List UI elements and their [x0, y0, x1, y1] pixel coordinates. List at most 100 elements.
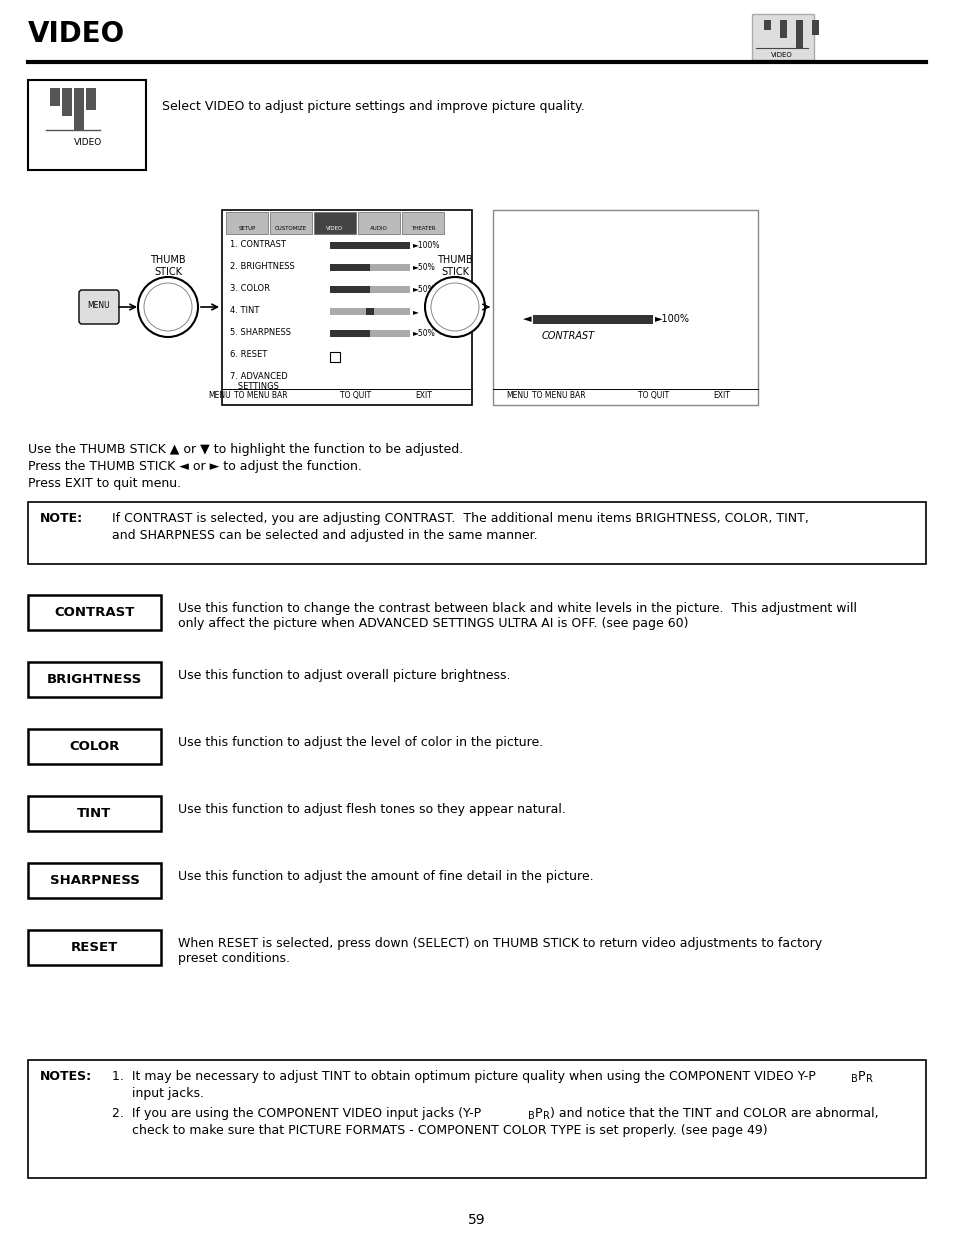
Bar — [330, 242, 410, 249]
Text: 1.  It may be necessary to adjust TINT to obtain optimum picture quality when us: 1. It may be necessary to adjust TINT to… — [112, 1070, 815, 1083]
Text: Use this function to adjust overall picture brightness.: Use this function to adjust overall pict… — [178, 669, 510, 682]
Circle shape — [138, 277, 198, 337]
Bar — [330, 287, 410, 293]
Bar — [357, 212, 399, 233]
Text: THUMB
STICK: THUMB STICK — [436, 254, 473, 277]
Bar — [763, 20, 770, 30]
Bar — [226, 212, 268, 233]
Text: If CONTRAST is selected, you are adjusting CONTRAST.  The additional menu items : If CONTRAST is selected, you are adjusti… — [112, 513, 808, 525]
Text: 2. BRIGHTNESS: 2. BRIGHTNESS — [230, 262, 294, 270]
Text: B: B — [527, 1112, 535, 1121]
Text: VIDEO: VIDEO — [326, 226, 343, 231]
Text: CONTRAST: CONTRAST — [540, 331, 594, 341]
Bar — [330, 264, 370, 270]
Text: Press the THUMB STICK ◄ or ► to adjust the function.: Press the THUMB STICK ◄ or ► to adjust t… — [28, 459, 361, 473]
Bar — [330, 308, 410, 315]
Bar — [366, 308, 374, 315]
Text: P: P — [535, 1107, 542, 1120]
Text: TINT: TINT — [77, 806, 112, 820]
Bar — [74, 88, 84, 130]
Bar — [780, 20, 786, 38]
Text: TO MENU BAR: TO MENU BAR — [532, 391, 585, 400]
Text: Use this function to adjust the level of color in the picture.: Use this function to adjust the level of… — [178, 736, 542, 748]
Text: CONTRAST: CONTRAST — [54, 606, 134, 619]
Text: TO QUIT: TO QUIT — [638, 391, 668, 400]
Text: 1. CONTRAST: 1. CONTRAST — [230, 240, 286, 249]
Bar — [28, 501, 925, 564]
Bar — [222, 210, 472, 405]
Text: THEATER: THEATER — [411, 226, 435, 231]
Text: RESET: RESET — [71, 941, 118, 953]
Text: AUDIO: AUDIO — [370, 226, 388, 231]
Text: Use this function to adjust flesh tones so they appear natural.: Use this function to adjust flesh tones … — [178, 803, 565, 816]
Bar — [330, 330, 370, 337]
Bar — [795, 20, 802, 48]
Text: Use this function to adjust the amount of fine detail in the picture.: Use this function to adjust the amount o… — [178, 869, 593, 883]
FancyBboxPatch shape — [79, 290, 119, 324]
Text: check to make sure that PICTURE FORMATS - COMPONENT COLOR TYPE is set properly. : check to make sure that PICTURE FORMATS … — [112, 1124, 767, 1137]
Text: 3. COLOR: 3. COLOR — [230, 284, 270, 293]
Bar — [330, 264, 410, 270]
Text: CUSTOMIZE: CUSTOMIZE — [274, 226, 307, 231]
Bar — [811, 20, 818, 35]
Text: MENU: MENU — [88, 300, 111, 310]
Text: R: R — [865, 1074, 872, 1084]
Bar — [28, 80, 146, 170]
Text: 6. RESET: 6. RESET — [230, 350, 267, 359]
Text: VIDEO: VIDEO — [28, 20, 125, 48]
Text: COLOR: COLOR — [70, 740, 119, 753]
Bar — [28, 863, 161, 898]
Bar — [401, 212, 443, 233]
Bar — [28, 595, 161, 630]
Circle shape — [424, 277, 484, 337]
Text: NOTE:: NOTE: — [40, 513, 83, 525]
Text: NOTES:: NOTES: — [40, 1070, 92, 1083]
Bar — [50, 88, 60, 106]
Text: MENU: MENU — [208, 391, 231, 400]
Text: R: R — [542, 1112, 549, 1121]
Text: Use this function to change the contrast between black and white levels in the p: Use this function to change the contrast… — [178, 601, 856, 630]
Text: B: B — [850, 1074, 857, 1084]
Bar — [28, 1060, 925, 1178]
Text: 59: 59 — [468, 1213, 485, 1228]
Text: SHARPNESS: SHARPNESS — [50, 874, 139, 887]
Text: ◄: ◄ — [522, 314, 531, 324]
Text: 2.  If you are using the COMPONENT VIDEO input jacks (Y-P: 2. If you are using the COMPONENT VIDEO … — [112, 1107, 480, 1120]
Text: 4. TINT: 4. TINT — [230, 306, 259, 315]
Bar — [86, 88, 96, 110]
Bar — [330, 287, 370, 293]
Text: VIDEO: VIDEO — [73, 138, 102, 147]
Bar — [493, 210, 758, 405]
Bar — [270, 212, 312, 233]
Text: MENU: MENU — [505, 391, 528, 400]
Text: When RESET is selected, press down (SELECT) on THUMB STICK to return video adjus: When RESET is selected, press down (SELE… — [178, 937, 821, 965]
Text: Use the THUMB STICK ▲ or ▼ to highlight the function to be adjusted.: Use the THUMB STICK ▲ or ▼ to highlight … — [28, 443, 463, 456]
Text: and SHARPNESS can be selected and adjusted in the same manner.: and SHARPNESS can be selected and adjust… — [112, 529, 537, 542]
Text: VIDEO: VIDEO — [770, 52, 792, 58]
Text: input jacks.: input jacks. — [112, 1087, 204, 1100]
Bar — [751, 14, 813, 61]
Bar — [314, 212, 355, 233]
Text: ►50%: ►50% — [413, 329, 436, 338]
Text: TO MENU BAR: TO MENU BAR — [233, 391, 287, 400]
Bar — [330, 330, 410, 337]
Bar — [28, 729, 161, 764]
Bar — [28, 797, 161, 831]
Text: EXIT: EXIT — [712, 391, 729, 400]
Bar — [533, 315, 652, 324]
Text: ►100%: ►100% — [413, 241, 440, 249]
Text: P: P — [857, 1070, 864, 1083]
Text: TO QUIT: TO QUIT — [339, 391, 371, 400]
Bar — [28, 662, 161, 697]
Text: THUMB
STICK: THUMB STICK — [150, 254, 186, 277]
Text: Press EXIT to quit menu.: Press EXIT to quit menu. — [28, 477, 181, 490]
Text: ►50%: ►50% — [413, 263, 436, 272]
Text: ►: ► — [413, 308, 418, 316]
Text: 5. SHARPNESS: 5. SHARPNESS — [230, 329, 291, 337]
Text: BRIGHTNESS: BRIGHTNESS — [47, 673, 142, 685]
Text: SETUP: SETUP — [238, 226, 255, 231]
Circle shape — [431, 283, 478, 331]
Text: Select VIDEO to adjust picture settings and improve picture quality.: Select VIDEO to adjust picture settings … — [162, 100, 584, 112]
Text: EXIT: EXIT — [415, 391, 432, 400]
Text: ►50%: ►50% — [413, 285, 436, 294]
